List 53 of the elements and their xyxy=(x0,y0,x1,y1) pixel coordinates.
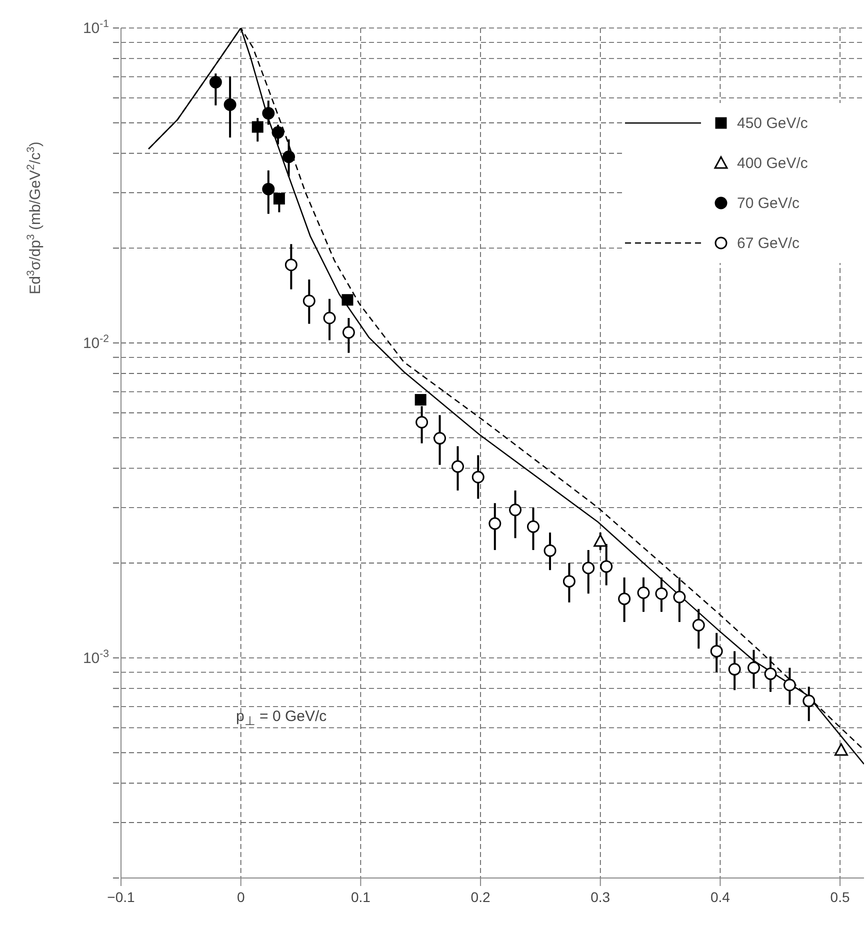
point xyxy=(302,294,316,308)
point xyxy=(637,586,650,599)
point xyxy=(594,534,608,547)
legend-label: 67 GeV/c xyxy=(737,234,800,252)
point xyxy=(262,182,275,196)
x-tick-label: 0 xyxy=(236,889,245,905)
legend-label: 400 GeV/c xyxy=(737,154,808,172)
point xyxy=(342,326,355,339)
point xyxy=(488,517,502,530)
legend-label: 70 GeV/c xyxy=(737,194,800,212)
point xyxy=(562,575,576,588)
x-tick-label: 0.2 xyxy=(470,889,490,905)
x-tick-label: 0.1 xyxy=(350,889,371,905)
point xyxy=(582,562,595,574)
point xyxy=(748,662,760,674)
point xyxy=(472,470,484,484)
point xyxy=(282,150,296,164)
point xyxy=(802,694,816,708)
point xyxy=(544,544,556,557)
point xyxy=(655,587,668,600)
point xyxy=(252,121,264,133)
point xyxy=(209,76,222,88)
y-tick-label: 10$^{-2}$ xyxy=(82,332,110,352)
point xyxy=(272,126,284,139)
point xyxy=(284,258,298,272)
point xyxy=(414,394,426,406)
point xyxy=(416,416,428,428)
x-tick-label: 0.5 xyxy=(830,889,850,905)
point xyxy=(783,678,796,692)
y-tick-label: 10$^{-1}$ xyxy=(82,18,110,37)
point xyxy=(710,644,723,658)
point xyxy=(600,560,613,573)
x-tick-label: 0.4 xyxy=(710,889,730,905)
x-tick-label: −0.1 xyxy=(107,889,136,905)
point xyxy=(618,592,631,606)
point xyxy=(323,312,336,324)
legend-label: 450 GeV/c xyxy=(737,114,808,132)
x-tick-label: 0.3 xyxy=(590,889,610,905)
point xyxy=(451,460,464,473)
point xyxy=(224,98,236,111)
point xyxy=(434,432,446,445)
point xyxy=(509,504,522,516)
point xyxy=(342,294,354,306)
point xyxy=(273,192,285,204)
point xyxy=(764,668,777,680)
point xyxy=(262,107,275,120)
point xyxy=(728,663,741,676)
y-tick-label: 10$^{-3}$ xyxy=(82,648,110,667)
point xyxy=(834,743,848,756)
point xyxy=(526,520,540,533)
point xyxy=(692,618,705,632)
annotation: p$_{⊥}$ = 0 GeV/c xyxy=(236,708,327,728)
point xyxy=(673,590,686,604)
